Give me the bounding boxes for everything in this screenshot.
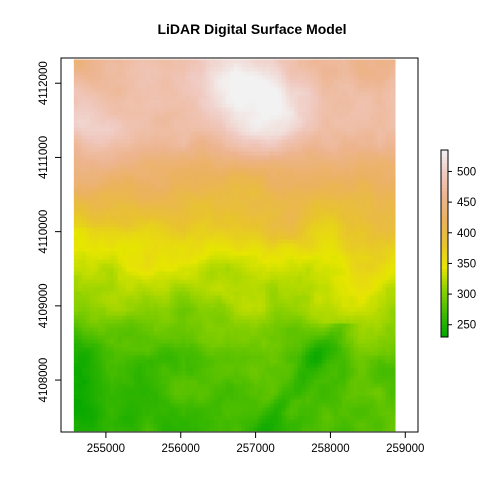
x-tick-label: 255000 [87,443,125,455]
legend-color-segment [441,324,448,329]
legend-tick-label: 500 [457,166,476,178]
color-legend: 250 300 350 400 450 500 [440,149,476,338]
legend-color-segment [441,153,448,157]
legend-color-segment [441,171,448,176]
y-tick-label: 4109000 [38,283,50,328]
legend-color-segment [441,302,448,307]
legend-color-segment [441,330,448,335]
legend-color-segment [441,156,448,160]
legend-frame [440,149,449,338]
legend-color-segment [441,308,448,313]
legend-color-segment [441,290,448,294]
legend-color-segment [441,255,448,260]
legend-color-segment [441,312,448,316]
legend-color-segment [441,165,448,170]
legend-tick-label: 250 [457,320,476,332]
legend-color-segment [441,259,448,263]
legend-color-segment [441,206,448,210]
legend-tick-label: 450 [457,197,476,209]
legend-color-segment [441,227,448,232]
legend-color-segment [441,184,448,188]
raster-surface [73,59,396,432]
legend-tick-label: 300 [457,289,476,301]
y-tick-label: 4108000 [38,358,50,403]
legend-color-segment [441,196,448,201]
legend-color-segment [441,234,448,238]
legend-color-segment [441,199,448,204]
y-tick-label: 4111000 [38,136,50,179]
y-tick-label: 4110000 [38,210,50,254]
legend-color-segment [441,190,448,195]
legend-color-segment [441,274,448,279]
legend-color-segment [441,178,448,182]
legend-color-segment [441,265,448,269]
legend-color-segment [441,202,448,207]
legend-color-segment [441,215,448,220]
legend-color-segment [441,237,448,241]
legend-color-segment [441,212,448,216]
x-tick-label: 258000 [311,443,349,455]
legend-color-segment [441,262,448,266]
legend-color-segment [441,174,448,179]
x-tick-label: 256000 [162,443,200,455]
legend-color-segment [441,271,448,276]
legend-color-segment [441,240,448,244]
legend-color-segment [441,293,448,297]
legend-color-segment [441,318,448,322]
legend-color-segment [441,181,448,185]
legend-color-segment [441,168,448,173]
legend-color-segment [441,221,448,226]
x-tick-label: 257000 [236,443,274,455]
legend-color-segment [441,252,448,257]
legend-color-segment [441,287,448,291]
y-axis: 4108000 4109000 4110000 4111000 4112000 [38,61,62,403]
legend-color-segment [441,333,448,338]
legend-color-segment [441,150,448,154]
legend-color-segment [441,277,448,282]
legend-color-segment [441,321,448,326]
chart-title: LiDAR Digital Surface Model [157,21,347,37]
legend-color-segment [441,327,448,332]
legend-tick-label: 350 [457,258,476,270]
legend-color-segment [441,187,448,192]
legend-color-segment [441,299,448,304]
legend-color-segment [441,224,448,229]
legend-color-segment [441,246,448,251]
legend-color-segment [441,296,448,301]
legend-color-segment [441,305,448,310]
legend-color-segment [441,193,448,198]
legend-tick-label: 400 [457,228,476,240]
legend-color-segment [441,315,448,319]
legend-color-segment [441,162,448,167]
legend-color-segment [441,249,448,254]
legend-color-segment [441,284,448,288]
y-tick-label: 4112000 [38,61,50,105]
x-tick-label: 259000 [386,443,424,455]
x-axis: 255000 256000 257000 258000 259000 [87,431,424,455]
legend-color-segment [441,243,448,248]
legend-color-segment [441,209,448,213]
legend-color-segment [441,268,448,273]
legend-color-segment [441,159,448,163]
legend-color-segment [441,218,448,223]
legend-color-segment [441,280,448,285]
legend-color-segment [441,231,448,235]
